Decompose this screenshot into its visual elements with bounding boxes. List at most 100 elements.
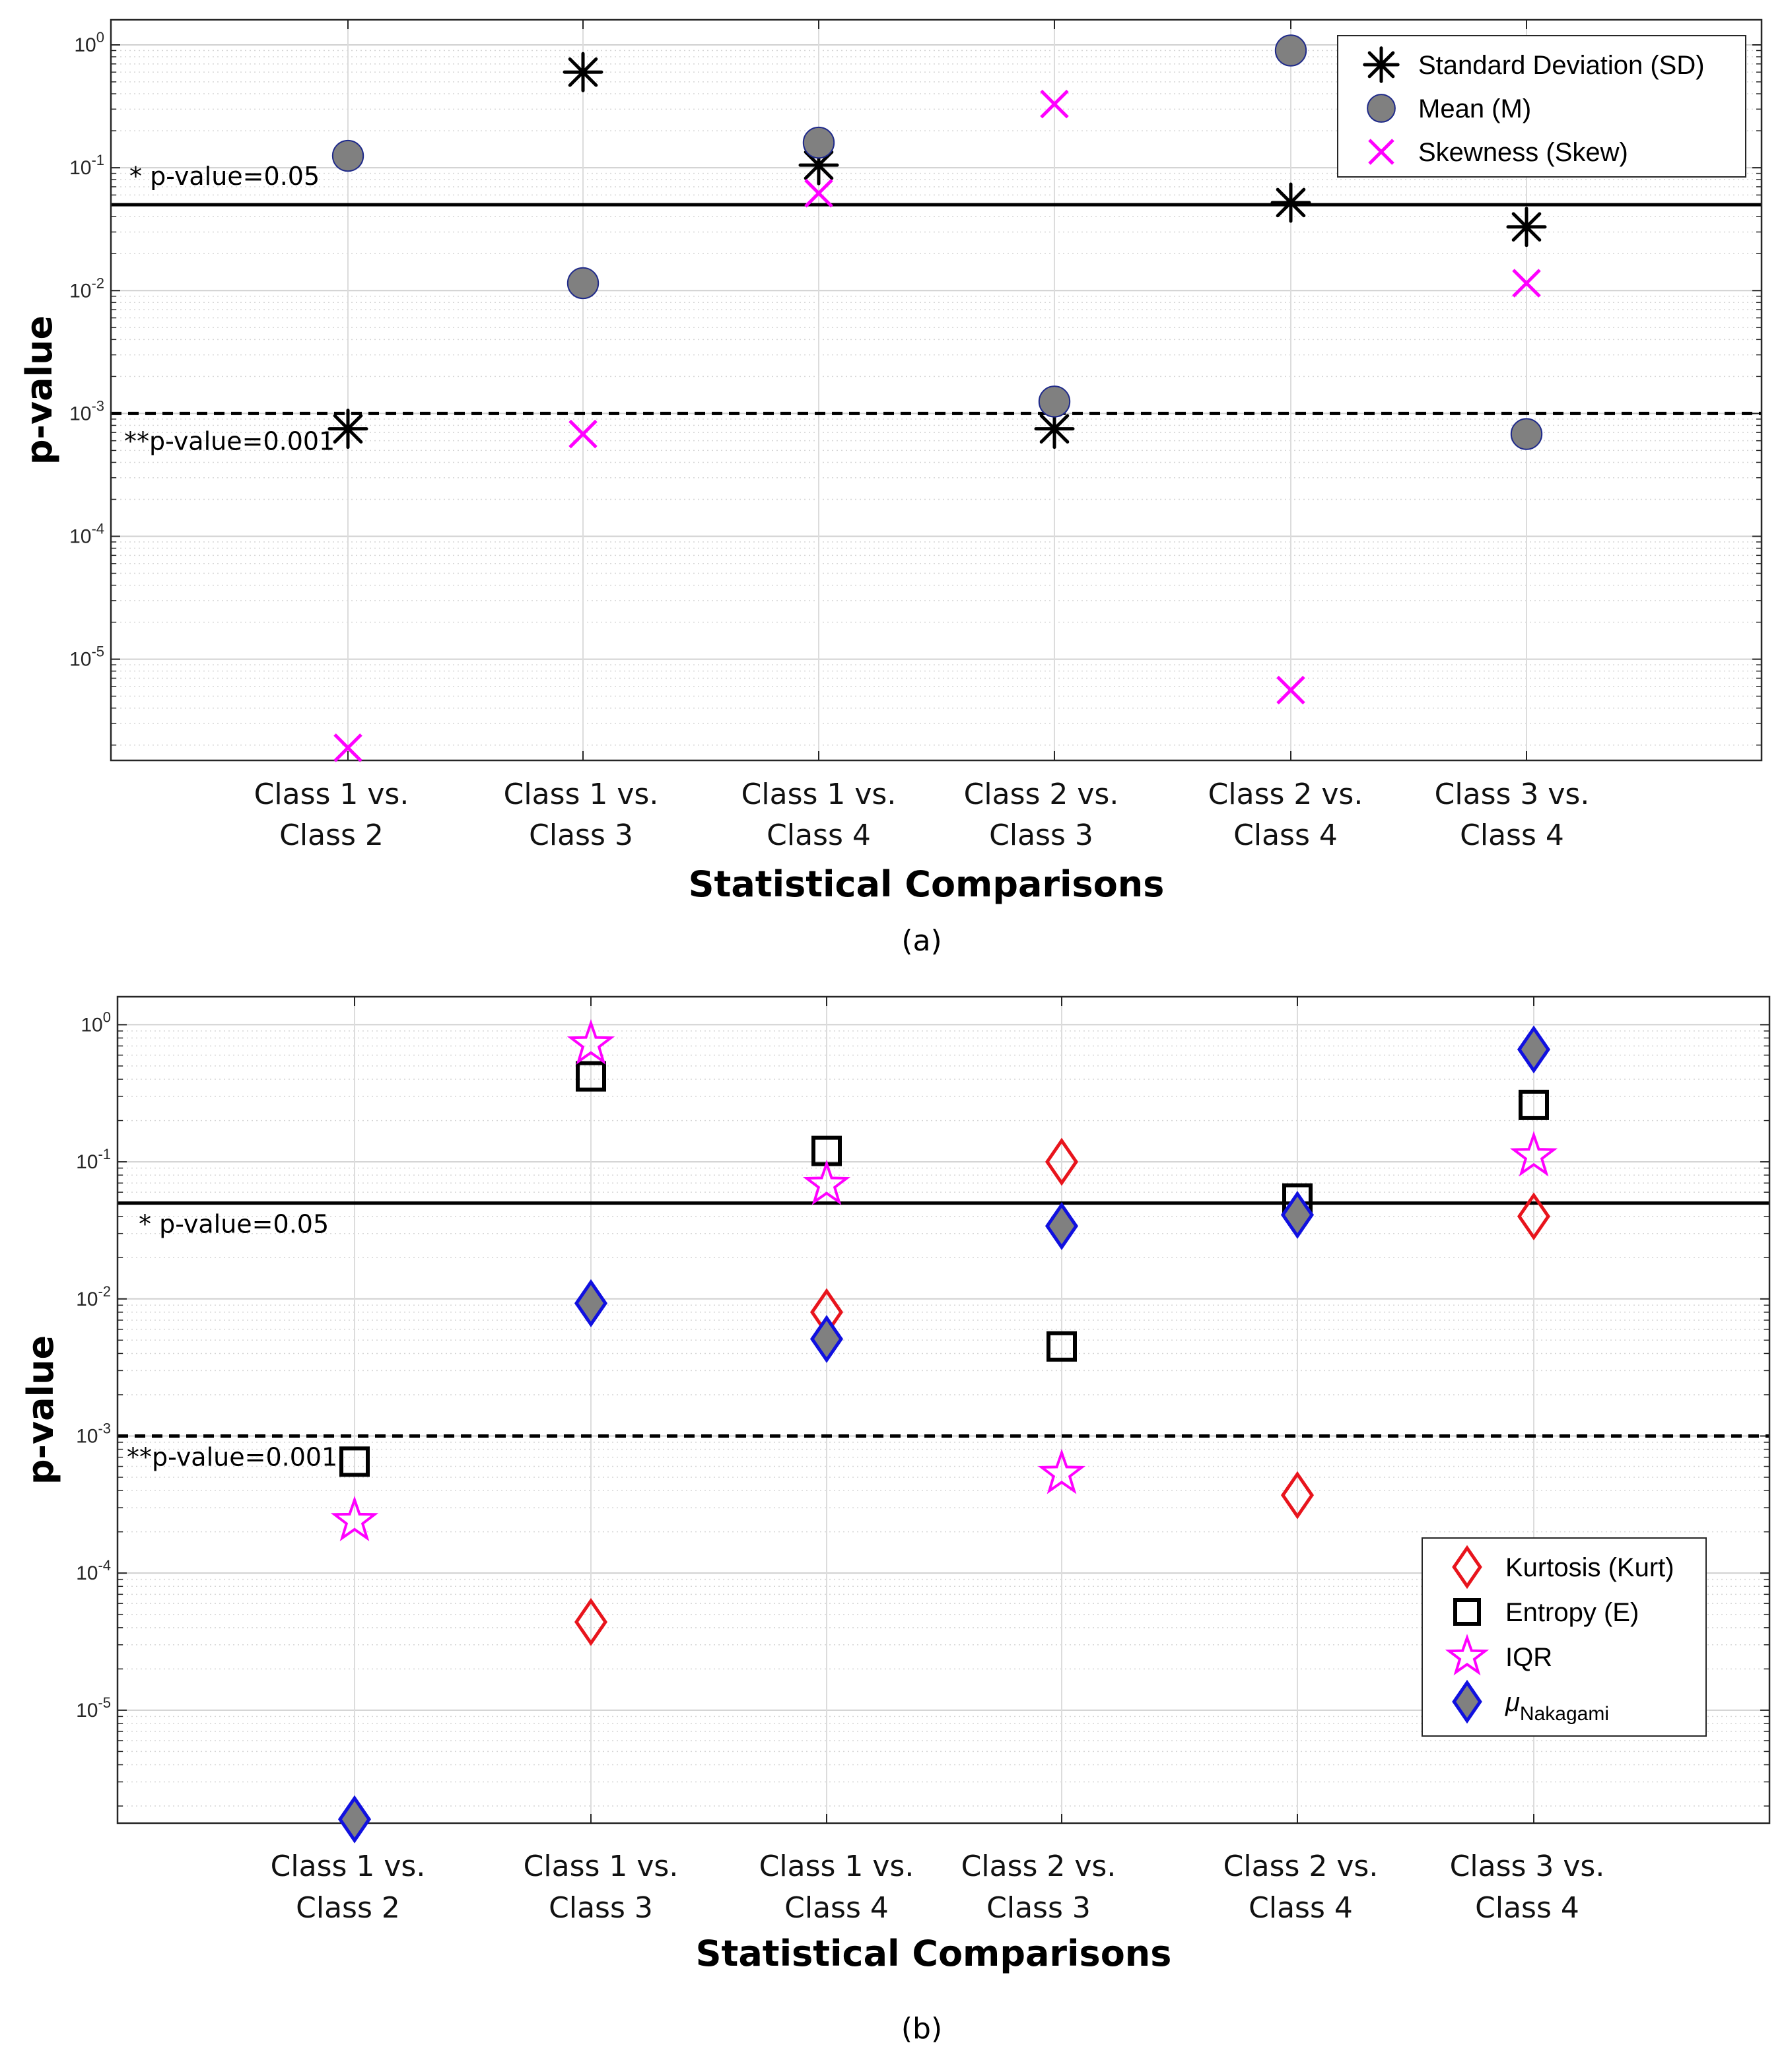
x-category-label: Class 3 vs.	[1435, 778, 1590, 811]
panel-b: 100 10-1 10-2 10-3 10-4 10-5 * p-value=0.05 **p…	[20, 995, 1771, 2046]
x-category-label: Class 3	[989, 819, 1093, 852]
y-axis-title: p-value	[18, 316, 60, 465]
data-point-x	[333, 733, 362, 762]
y-axis-title: p-value	[20, 1335, 61, 1485]
data-point-circle	[1038, 385, 1071, 418]
x-category-label: Class 4	[1249, 1891, 1353, 1925]
data-point-circle	[1510, 418, 1543, 450]
data-point-diamond-filled	[809, 1315, 844, 1363]
legend-label: Standard Deviation (SD)	[1418, 51, 1705, 80]
data-point-diamond-filled	[337, 1795, 372, 1844]
data-point-circle	[566, 267, 600, 300]
y-tick-label: 100	[81, 1009, 111, 1036]
x-category-label: Class 4	[1475, 1891, 1579, 1925]
reference-line-label: * p-value=0.05	[139, 1210, 329, 1239]
x-category-label: Class 1 vs.	[759, 1850, 914, 1883]
data-point-x	[804, 178, 833, 208]
data-point-diamond-filled	[1517, 1025, 1551, 1074]
x-category-label: Class 2	[279, 819, 384, 852]
legend-symbol-asterisk	[1363, 46, 1400, 83]
x-category-label: Class 2 vs.	[1208, 778, 1363, 811]
data-point-circle	[802, 126, 835, 159]
axes-box	[116, 995, 1771, 1824]
data-point-square-open	[1046, 1331, 1077, 1362]
y-tick-label: 10-1	[76, 1146, 111, 1173]
reference-line-label: **p-value=0.001	[127, 1442, 337, 1471]
panel-caption: (b)	[901, 2012, 942, 2046]
data-point-diamond-open	[1045, 1137, 1079, 1186]
legend-symbol-square-open	[1453, 1598, 1481, 1626]
legend-label: Skewness (Skew)	[1418, 138, 1628, 167]
legend-symbol-diamond-filled	[1452, 1679, 1482, 1724]
legend-symbol-diamond-open	[1452, 1545, 1482, 1589]
y-tick-label: 10-4	[76, 1557, 111, 1584]
panel-a: 100 10-1 10-2 10-3 10-4 10-5 * p-value=0.05 **p…	[18, 18, 1763, 958]
data-point-diamond-filled	[1045, 1201, 1079, 1250]
data-point-star	[1037, 1448, 1086, 1494]
reference-line-label: **p-value=0.001	[124, 426, 335, 455]
x-axis-title: Statistical Comparisons	[696, 1933, 1172, 1974]
data-point-asterisk	[563, 51, 603, 92]
data-point-diamond-open	[574, 1597, 608, 1646]
data-point-x	[1276, 675, 1305, 705]
legend-symbol-circle	[1367, 94, 1396, 123]
reference-line-label: * p-value=0.05	[129, 162, 320, 191]
data-point-circle	[331, 139, 364, 172]
x-category-label: Class 2 vs.	[961, 1850, 1116, 1883]
y-tick-label: 10-3	[76, 1420, 111, 1447]
data-point-star	[330, 1496, 379, 1542]
legend-symbol-star	[1445, 1634, 1490, 1676]
data-point-square-open	[1519, 1089, 1549, 1120]
data-point-asterisk	[1270, 182, 1311, 223]
x-category-label: Class 3	[986, 1891, 1091, 1925]
data-point-diamond-filled	[574, 1279, 608, 1327]
y-tick-label: 10-4	[69, 521, 104, 548]
data-point-star	[802, 1159, 851, 1205]
x-category-label: Class 3	[529, 819, 633, 852]
y-tick-label: 10-2	[69, 275, 104, 302]
axes-box	[110, 18, 1763, 762]
data-point-x	[1040, 89, 1069, 119]
data-point-star	[566, 1019, 615, 1065]
y-tick-label: 100	[74, 29, 104, 56]
y-tick-label: 10-1	[69, 152, 104, 179]
x-category-label: Class 4	[1233, 819, 1338, 852]
x-category-label: Class 4	[784, 1891, 889, 1925]
data-point-square-open	[339, 1446, 370, 1477]
x-category-label: Class 2	[296, 1891, 400, 1925]
data-point-circle	[1274, 34, 1307, 67]
data-point-asterisk	[327, 409, 368, 450]
x-category-label: Class 4	[767, 819, 871, 852]
y-tick-label: 10-5	[69, 644, 104, 671]
legend-label: Kurtosis (Kurt)	[1505, 1553, 1674, 1582]
data-point-diamond-filled	[1280, 1191, 1315, 1239]
legend-label: IQR	[1505, 1643, 1552, 1672]
data-point-diamond-open	[1517, 1192, 1551, 1241]
panel-caption: (a)	[901, 924, 942, 958]
x-category-label: Class 3	[549, 1891, 653, 1925]
x-category-label: Class 1 vs.	[524, 1850, 679, 1883]
data-point-square-open	[576, 1061, 606, 1092]
data-point-asterisk	[1506, 207, 1547, 248]
legend-label: Mean (M)	[1418, 94, 1531, 123]
x-category-label: Class 1 vs.	[271, 1850, 426, 1883]
x-category-label: Class 2 vs.	[964, 778, 1119, 811]
x-axis-title: Statistical Comparisons	[689, 863, 1165, 905]
data-point-star	[1509, 1131, 1558, 1177]
legend-symbol-x	[1368, 139, 1394, 165]
y-tick-label: 10-2	[76, 1283, 111, 1310]
legend-label: Entropy (E)	[1505, 1598, 1639, 1627]
x-category-label: Class 1 vs.	[504, 778, 659, 811]
x-category-label: Class 1 vs.	[741, 778, 897, 811]
x-category-label: Class 4	[1460, 819, 1564, 852]
x-category-label: Class 2 vs.	[1223, 1850, 1379, 1883]
x-category-label: Class 3 vs.	[1450, 1850, 1605, 1883]
data-point-x	[1512, 269, 1541, 298]
data-point-diamond-open	[1280, 1471, 1315, 1520]
legend: Standard Deviation (SD) Mean (M) Skewness …	[1337, 35, 1746, 178]
y-tick-label: 10-5	[76, 1694, 111, 1721]
x-category-label: Class 1 vs.	[254, 778, 409, 811]
y-tick-label: 10-3	[69, 397, 104, 424]
